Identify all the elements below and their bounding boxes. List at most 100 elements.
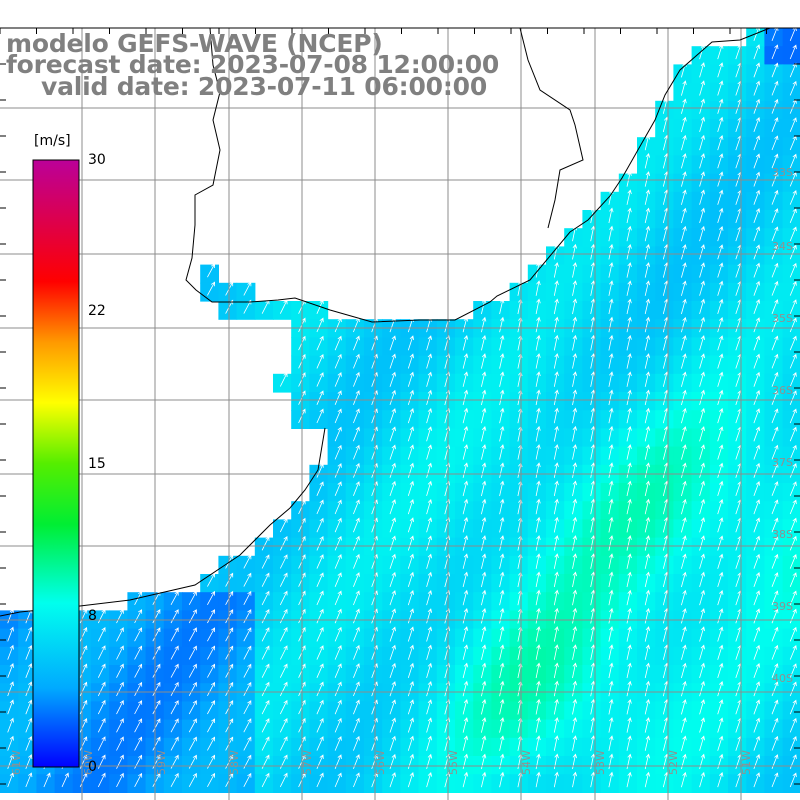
inland-boundary	[519, 27, 584, 229]
wind-arrow	[681, 717, 687, 733]
wind-arrow	[535, 589, 541, 606]
wind-arrow	[97, 627, 106, 642]
wind-cell	[327, 574, 347, 593]
wind-arrow	[134, 736, 143, 751]
wind-arrow	[553, 371, 559, 387]
wind-arrow	[481, 353, 487, 369]
wind-arrow	[626, 553, 632, 569]
wind-arrow	[771, 280, 779, 296]
wind-arrow	[481, 589, 487, 606]
wind-cell	[291, 501, 310, 520]
wind-arrow	[134, 700, 143, 715]
wind-arrow	[170, 590, 179, 605]
wind-arrow	[572, 698, 578, 715]
wind-arrow	[462, 589, 469, 606]
wind-cell	[127, 737, 147, 757]
wind-arrow	[753, 135, 761, 151]
wind-arrow	[499, 316, 505, 333]
wind-arrow	[626, 607, 632, 624]
wind-arrow	[481, 735, 487, 751]
wind-arrow	[188, 663, 197, 678]
wind-arrow	[572, 717, 578, 733]
wind-arrow	[771, 735, 779, 751]
wind-arrow	[753, 262, 761, 278]
wind-arrow	[789, 281, 797, 296]
wind-arrow	[644, 407, 651, 424]
wind-arrow	[753, 699, 761, 715]
wind-arrow	[462, 462, 469, 478]
wind-arrow	[316, 535, 324, 551]
wind-arrow	[681, 280, 687, 296]
wind-arrow	[699, 517, 705, 533]
wind-arrow	[481, 407, 487, 424]
wind-arrow	[389, 699, 396, 715]
wind-arrow	[572, 462, 578, 478]
wind-arrow	[681, 771, 687, 788]
wind-arrow	[134, 772, 143, 787]
wind-arrow	[681, 153, 687, 169]
wind-arrow	[789, 736, 797, 751]
wind-arrow	[7, 663, 14, 678]
wind-arrow	[699, 262, 705, 278]
wind-cell	[127, 592, 147, 611]
wind-arrow	[789, 590, 797, 606]
wind-cell	[327, 501, 347, 520]
wind-arrow	[572, 371, 578, 387]
wind-arrow	[207, 700, 215, 715]
wind-arrow	[572, 589, 578, 606]
wind-arrow	[553, 389, 559, 406]
wind-arrow	[279, 536, 288, 551]
wind-arrow	[572, 444, 578, 460]
latitude-label: 36S	[772, 384, 793, 397]
wind-arrow	[116, 608, 124, 624]
wind-arrow	[771, 590, 779, 606]
wind-arrow	[535, 644, 541, 660]
wind-arrow	[699, 717, 705, 733]
wind-arrow	[261, 645, 270, 660]
wind-arrow	[462, 771, 469, 788]
wind-arrow	[334, 317, 342, 333]
wind-arrow	[353, 681, 360, 697]
wind-arrow	[334, 335, 342, 351]
wind-arrow	[499, 553, 505, 569]
wind-arrow	[152, 609, 161, 624]
wind-arrow	[535, 389, 541, 406]
wind-arrow	[771, 772, 779, 788]
longitude-label: 59W	[155, 750, 168, 775]
wind-cell	[291, 719, 310, 739]
wind-cell	[764, 282, 784, 302]
colorbar-unit: [m/s]	[34, 133, 71, 149]
wind-arrow	[243, 663, 252, 678]
wind-arrow	[608, 262, 614, 278]
wind-arrow	[116, 627, 124, 642]
wind-cell	[764, 319, 784, 338]
wind-arrow	[753, 517, 761, 533]
wind-arrow	[699, 608, 705, 624]
wind-cell	[291, 355, 310, 375]
wind-arrow	[717, 717, 724, 733]
wind-arrow	[681, 189, 687, 205]
wind-arrow	[626, 280, 632, 296]
wind-arrow	[553, 516, 559, 533]
wind-arrow	[553, 735, 559, 751]
wind-cell	[91, 628, 110, 648]
wind-arrow	[644, 134, 651, 151]
wind-arrow	[188, 627, 197, 642]
wind-cell	[291, 701, 310, 721]
wind-arrow	[572, 735, 578, 751]
wind-arrow	[481, 680, 487, 697]
wind-arrow	[644, 753, 651, 770]
wind-arrow	[771, 317, 779, 333]
wind-arrow	[353, 371, 360, 387]
wind-arrow	[334, 663, 342, 678]
wind-arrow	[753, 553, 761, 569]
wind-arrow	[572, 644, 578, 660]
wind-arrow	[753, 535, 761, 551]
wind-cell	[236, 719, 256, 739]
wind-arrow	[553, 717, 559, 733]
wind-arrow	[644, 444, 651, 460]
wind-arrow	[553, 571, 559, 588]
wind-arrow	[334, 626, 342, 642]
wind-arrow	[481, 316, 487, 333]
wind-arrow	[79, 718, 88, 733]
